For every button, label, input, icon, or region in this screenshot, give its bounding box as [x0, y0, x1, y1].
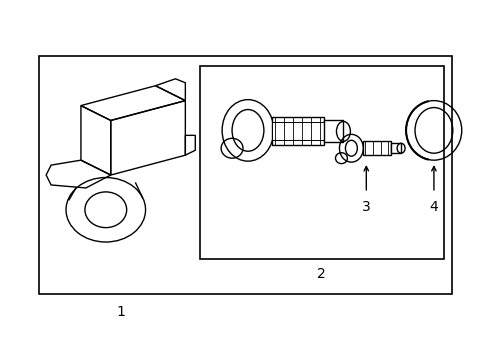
- Bar: [271, 122, 323, 140]
- Text: 4: 4: [428, 200, 437, 214]
- Text: 3: 3: [361, 200, 370, 214]
- Text: 1: 1: [116, 305, 125, 319]
- Bar: [39, 56, 451, 294]
- Bar: [390, 143, 400, 153]
- Bar: [200, 66, 443, 260]
- Text: 2: 2: [317, 267, 325, 281]
- Bar: [363, 141, 390, 155]
- Bar: [323, 121, 343, 142]
- Bar: [271, 117, 323, 145]
